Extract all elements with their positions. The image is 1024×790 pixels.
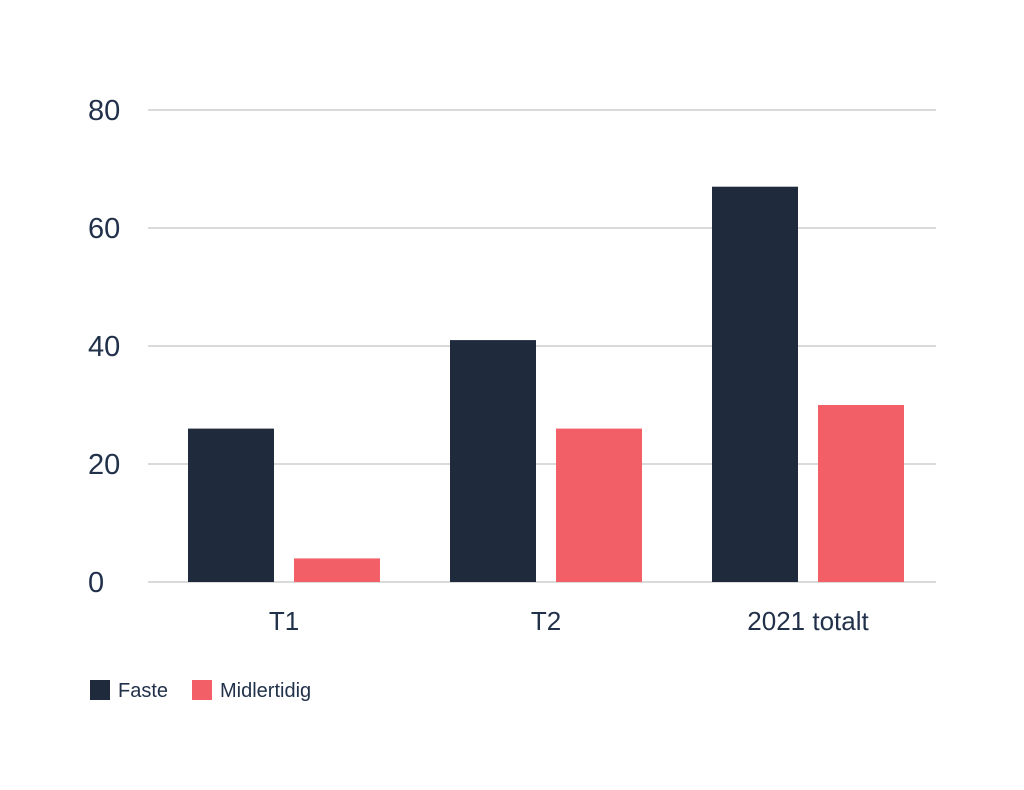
legend: Faste Midlertidig	[90, 680, 311, 702]
x-tick-label: T1	[269, 606, 299, 636]
bar-midlertidig-t1	[294, 558, 380, 582]
bar-midlertidig-2021-totalt	[818, 405, 904, 582]
legend-swatch-midlertidig	[192, 680, 212, 700]
gridlines	[148, 109, 936, 583]
bar-faste-2021-totalt	[712, 186, 798, 582]
y-tick-label: 0	[88, 567, 104, 599]
bar-faste-t1	[188, 428, 274, 582]
bar-faste-t2	[450, 340, 536, 582]
bars	[188, 186, 904, 582]
y-axis-ticks: 0 20 40 60 80	[88, 95, 120, 599]
x-tick-label: T2	[531, 606, 561, 636]
y-tick-label: 40	[88, 331, 120, 363]
y-tick-label: 20	[88, 449, 120, 481]
bar-midlertidig-t2	[556, 428, 642, 582]
legend-label-midlertidig: Midlertidig	[220, 680, 311, 702]
y-tick-label: 80	[88, 95, 120, 127]
legend-label-faste: Faste	[118, 680, 168, 702]
x-axis-labels: T1 T2 2021 totalt	[269, 606, 870, 636]
y-tick-label: 60	[88, 213, 120, 245]
x-tick-label: 2021 totalt	[747, 606, 869, 636]
legend-swatch-faste	[90, 680, 110, 700]
